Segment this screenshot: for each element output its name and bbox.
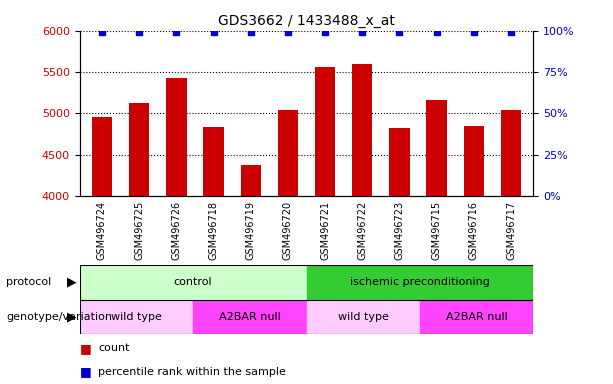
Text: A2BAR null: A2BAR null xyxy=(219,312,281,322)
Bar xyxy=(80,265,306,300)
Text: control: control xyxy=(173,277,213,287)
Bar xyxy=(92,118,112,196)
Point xyxy=(134,29,144,35)
Bar xyxy=(420,300,533,334)
Text: ▶: ▶ xyxy=(67,276,77,289)
Point xyxy=(506,29,516,35)
Text: wild type: wild type xyxy=(338,312,389,322)
Bar xyxy=(352,64,373,196)
Point xyxy=(283,29,293,35)
Bar xyxy=(193,300,306,334)
Bar xyxy=(240,165,261,196)
Bar xyxy=(389,128,409,196)
Point xyxy=(320,29,330,35)
Point xyxy=(172,29,181,35)
Text: count: count xyxy=(98,343,129,354)
Bar xyxy=(278,110,298,196)
Bar xyxy=(501,110,521,196)
Text: ■: ■ xyxy=(80,365,91,378)
Bar xyxy=(306,265,533,300)
Bar xyxy=(80,300,193,334)
Text: ■: ■ xyxy=(80,342,91,355)
Title: GDS3662 / 1433488_x_at: GDS3662 / 1433488_x_at xyxy=(218,14,395,28)
Point xyxy=(97,29,107,35)
Point xyxy=(357,29,367,35)
Point xyxy=(395,29,405,35)
Point xyxy=(246,29,256,35)
Point xyxy=(208,29,218,35)
Bar xyxy=(80,265,533,300)
Text: A2BAR null: A2BAR null xyxy=(446,312,508,322)
Bar xyxy=(463,126,484,196)
Point xyxy=(469,29,479,35)
Bar xyxy=(315,67,335,196)
Text: ▶: ▶ xyxy=(67,310,77,323)
Text: wild type: wild type xyxy=(111,312,162,322)
Text: genotype/variation: genotype/variation xyxy=(6,312,112,322)
Bar xyxy=(129,103,150,196)
Bar xyxy=(80,300,533,334)
Point xyxy=(432,29,441,35)
Bar xyxy=(427,100,447,196)
Text: protocol: protocol xyxy=(6,277,51,287)
Bar xyxy=(306,300,420,334)
Text: percentile rank within the sample: percentile rank within the sample xyxy=(98,366,286,377)
Bar xyxy=(204,127,224,196)
Text: ischemic preconditioning: ischemic preconditioning xyxy=(350,277,490,287)
Bar xyxy=(166,78,186,196)
